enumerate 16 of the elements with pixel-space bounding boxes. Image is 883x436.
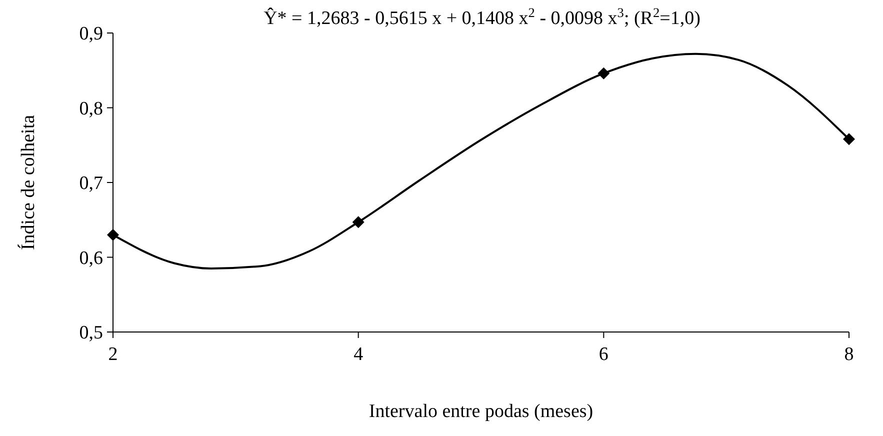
y-tick-label: 0,5: [79, 322, 103, 344]
x-tick-label: 6: [598, 344, 608, 365]
y-tick-label: 0,7: [79, 173, 103, 194]
x-axis-title: Intervalo entre podas (meses): [368, 401, 594, 422]
point: [843, 133, 855, 146]
y-tick-label: 0,8: [79, 98, 103, 120]
y-tick-label: 0,9: [79, 24, 103, 45]
point: [352, 216, 364, 228]
y-axis-title: Índice de colheita: [17, 114, 39, 250]
point: [598, 67, 610, 80]
x-tick-label: 8: [844, 344, 854, 365]
x-tick-label: 4: [354, 344, 364, 365]
text: Ŷ* = 1,2683 - 0,5615 x + 0,1408 x$^{2}$ - 0,0098 x$^{3}$; (R$^{2}$=1,0): [264, 4, 700, 29]
point: [107, 228, 119, 241]
x-tick-label: 2: [108, 344, 118, 365]
y-tick-label: 0,6: [79, 248, 103, 269]
